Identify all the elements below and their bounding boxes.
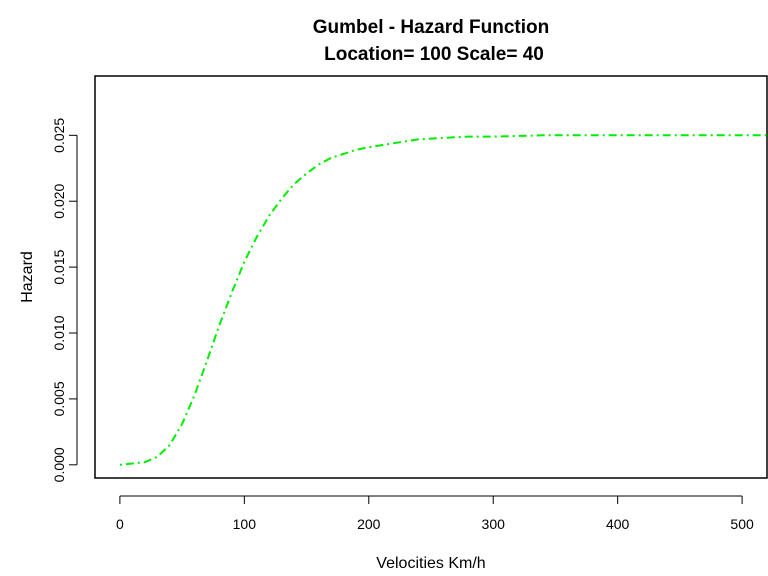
y-tick-label: 0.015 (51, 249, 67, 284)
y-axis-label: Hazard (19, 251, 36, 303)
x-tick-label: 500 (730, 516, 754, 532)
hazard-series-line (119, 134, 767, 466)
series-layer (119, 134, 767, 466)
x-tick-label: 400 (606, 516, 630, 532)
y-tick-label: 0.020 (51, 183, 67, 218)
y-axis: 0.000 0.005 0.010 0.015 0.020 0.025 (51, 118, 78, 482)
y-tick-label: 0.000 (51, 447, 67, 482)
y-tick-label: 0.005 (51, 381, 67, 416)
x-tick-label: 100 (233, 516, 257, 532)
x-axis-label: Velocities Km/h (376, 555, 485, 572)
x-tick-label: 200 (357, 516, 381, 532)
chart-subtitle: Location= 100 Scale= 40 (324, 44, 544, 65)
x-axis: 0 100 200 300 400 500 (116, 495, 754, 532)
plot-frame (94, 75, 768, 479)
y-tick-label: 0.025 (51, 118, 67, 153)
x-tick-label: 0 (116, 516, 124, 532)
x-tick-label: 300 (482, 516, 506, 532)
chart-title: Gumbel - Hazard Function (313, 17, 549, 38)
y-tick-label: 0.010 (51, 315, 67, 350)
